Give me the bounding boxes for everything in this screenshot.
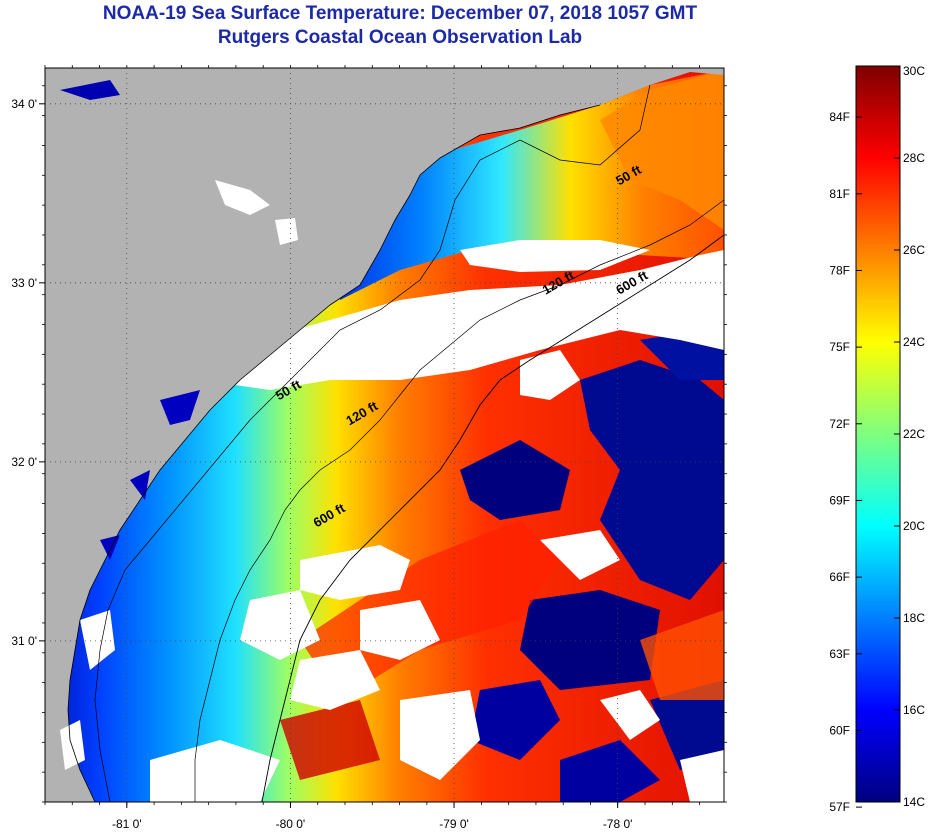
fahrenheit-tick-label: 84F	[829, 110, 850, 124]
sst-field	[45, 68, 724, 802]
celsius-tick-label: 24C	[903, 335, 925, 349]
celsius-tick-label: 22C	[903, 427, 925, 441]
fahrenheit-tick-label: 72F	[829, 417, 850, 431]
lat-tick-label: 34 0'	[11, 97, 37, 111]
lon-tick-label: -78 0'	[603, 817, 633, 831]
lon-tick-label: -80 0'	[276, 817, 306, 831]
colorbar-ticks: 30C 28C 26C 24C 22C 20C 18C 16C 14C 84F 81F 78F 75F 7…	[829, 64, 925, 814]
fahrenheit-tick-label: 81F	[829, 187, 850, 201]
fahrenheit-tick-label: 69F	[829, 493, 850, 507]
lat-tick-label: 31 0'	[11, 634, 37, 648]
lon-tick-label: -79 0'	[439, 817, 469, 831]
celsius-tick-label: 16C	[903, 703, 925, 717]
map-title: NOAA-19 Sea Surface Temperature: Decembe…	[102, 3, 698, 24]
temperature-colorbar	[855, 65, 901, 803]
lon-tick-label: -81 0'	[112, 817, 142, 831]
map-subtitle: Rutgers Coastal Ocean Observation Lab	[217, 27, 583, 48]
fahrenheit-tick-label: 78F	[829, 263, 850, 277]
fahrenheit-tick-label: 60F	[829, 723, 850, 737]
fahrenheit-tick-label: 57F	[829, 800, 850, 814]
celsius-tick-label: 26C	[903, 243, 925, 257]
fahrenheit-tick-label: 75F	[829, 340, 850, 354]
lat-tick-label: 33 0'	[11, 276, 37, 290]
celsius-tick-label: 18C	[903, 611, 925, 625]
lat-tick-label: 32 0'	[11, 455, 37, 469]
celsius-tick-label: 14C	[903, 795, 925, 809]
celsius-tick-label: 28C	[903, 151, 925, 165]
fahrenheit-tick-label: 63F	[829, 647, 850, 661]
map-axis-ticks: -81 0' -80 0' -79 0' -78 0' 34 0' 33 0' 32 0' 3…	[11, 65, 727, 831]
map-graticule	[45, 68, 724, 802]
celsius-tick-label: 20C	[903, 519, 925, 533]
fahrenheit-tick-label: 66F	[829, 570, 850, 584]
celsius-tick-label: 30C	[903, 64, 925, 78]
